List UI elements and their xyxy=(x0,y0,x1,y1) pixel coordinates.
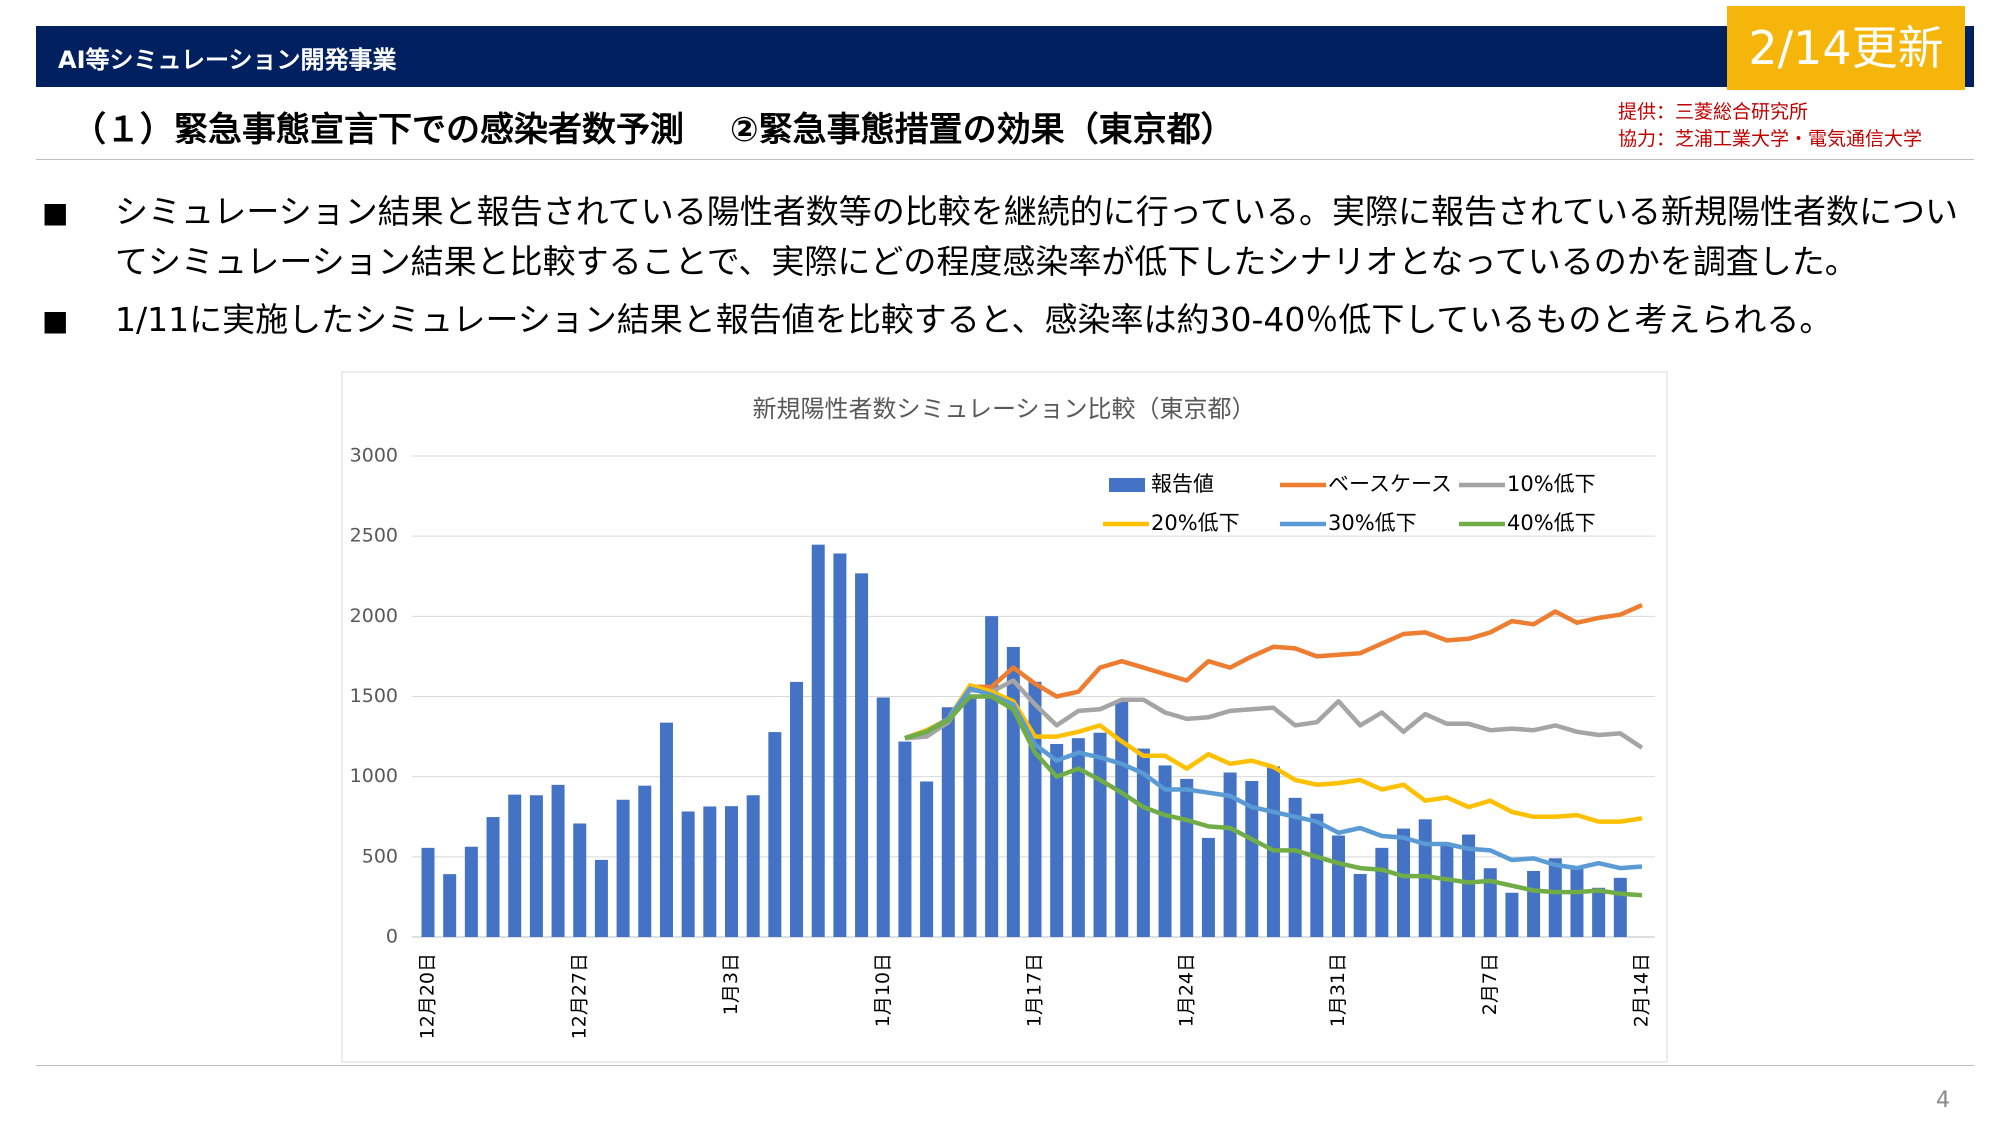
bullet-mark: ■ xyxy=(42,304,69,337)
bar xyxy=(1201,837,1215,937)
bar xyxy=(1028,681,1042,937)
chart-title: 新規陽性者数シミュレーション比較（東京都） xyxy=(752,395,1255,423)
bar xyxy=(659,722,673,937)
divider xyxy=(36,159,1974,160)
bar xyxy=(529,795,543,937)
x-tick-label: 12月20日 xyxy=(417,953,439,1039)
y-tick-label: 0 xyxy=(386,926,398,948)
legend-label: 40%低下 xyxy=(1507,511,1596,535)
bar xyxy=(421,847,435,937)
legend-swatch xyxy=(1109,478,1145,492)
bar xyxy=(876,697,890,937)
legend-label: ベースケース xyxy=(1328,472,1452,496)
update-badge: 2/14更新 xyxy=(1727,6,1965,90)
bullet-text: 1/11に実施したシミュレーション結果と報告値を比較すると、感染率は約30-40… xyxy=(115,300,1833,339)
bar xyxy=(1288,797,1302,937)
bar xyxy=(963,696,977,937)
page-number: 4 xyxy=(1936,1088,1950,1113)
bar xyxy=(616,799,630,937)
bar xyxy=(486,817,500,937)
bar xyxy=(1527,870,1541,937)
bar xyxy=(1570,867,1584,937)
bar xyxy=(508,794,522,937)
bar xyxy=(1310,813,1324,937)
y-tick-label: 1500 xyxy=(350,685,398,707)
credit: 提供：三菱総合研究所 xyxy=(1618,101,1809,123)
bar xyxy=(768,732,782,937)
y-tick-label: 3000 xyxy=(350,445,398,467)
bar xyxy=(1592,887,1606,937)
x-tick-label: 2月14日 xyxy=(1631,953,1653,1027)
bar xyxy=(573,823,587,937)
bar xyxy=(1440,844,1454,937)
x-tick-label: 2月7日 xyxy=(1479,953,1501,1015)
bar xyxy=(1332,835,1345,937)
bar xyxy=(551,784,565,937)
bar xyxy=(725,806,738,937)
line xyxy=(904,694,1643,898)
bar xyxy=(1245,780,1259,937)
bar xyxy=(1548,858,1562,937)
bar xyxy=(1462,834,1476,937)
bar xyxy=(1158,765,1172,937)
y-tick-label: 2000 xyxy=(350,605,398,627)
legend-label: 10%低下 xyxy=(1507,472,1596,496)
divider xyxy=(36,1065,1974,1066)
bar xyxy=(1223,772,1237,937)
header-title: AI等シミュレーション開発事業 xyxy=(58,46,397,74)
line xyxy=(904,686,1643,871)
bar xyxy=(898,741,912,937)
credit: 協力：芝浦工業大学・電気通信大学 xyxy=(1618,128,1923,150)
bar xyxy=(790,681,804,937)
line xyxy=(904,683,1643,824)
y-tick-label: 1000 xyxy=(350,765,398,787)
x-tick-label: 12月27日 xyxy=(568,953,590,1039)
subtitle: （１）緊急事態宣言下での感染者数予測 ②緊急事態措置の効果（東京都） xyxy=(72,110,1235,150)
bar xyxy=(920,781,934,937)
y-tick-label: 500 xyxy=(362,845,398,867)
line xyxy=(904,603,1643,741)
bar xyxy=(1136,748,1150,937)
bar xyxy=(1115,701,1129,937)
y-tick-label: 2500 xyxy=(350,525,398,547)
x-tick-label: 1月10日 xyxy=(872,953,894,1027)
bar xyxy=(1353,873,1367,937)
bullet-mark: ■ xyxy=(42,196,69,229)
bar xyxy=(703,806,717,937)
bar xyxy=(464,846,478,937)
bar xyxy=(1613,877,1627,937)
bar xyxy=(1180,778,1194,937)
x-tick-label: 1月31日 xyxy=(1327,953,1349,1027)
x-tick-label: 1月3日 xyxy=(720,953,742,1015)
bar xyxy=(1050,743,1064,937)
bar xyxy=(941,707,955,937)
bar xyxy=(1071,738,1085,937)
bar xyxy=(638,785,652,937)
bar xyxy=(1375,847,1389,937)
bar xyxy=(1006,646,1020,937)
bar xyxy=(833,553,847,937)
legend-label: 20%低下 xyxy=(1151,511,1240,535)
bar xyxy=(594,859,608,937)
bar xyxy=(985,616,999,937)
bar xyxy=(1505,892,1519,937)
bar xyxy=(811,544,825,937)
x-tick-label: 1月17日 xyxy=(1024,953,1046,1027)
bar xyxy=(681,811,695,937)
legend-label: 報告値 xyxy=(1151,472,1214,496)
bar xyxy=(443,874,457,937)
chart-frame xyxy=(341,371,1668,1063)
bar xyxy=(855,573,869,937)
bar xyxy=(1483,868,1497,937)
legend-label: 30%低下 xyxy=(1328,511,1417,535)
bar xyxy=(1397,828,1411,937)
bar xyxy=(1093,732,1107,937)
bar xyxy=(746,795,760,937)
header-bar xyxy=(36,26,1974,87)
bullet-text: シミュレーション結果と報告されている陽性者数等の比較を継続的に行っている。実際に… xyxy=(115,192,1959,281)
line xyxy=(904,678,1644,750)
x-tick-label: 1月24日 xyxy=(1175,953,1197,1027)
